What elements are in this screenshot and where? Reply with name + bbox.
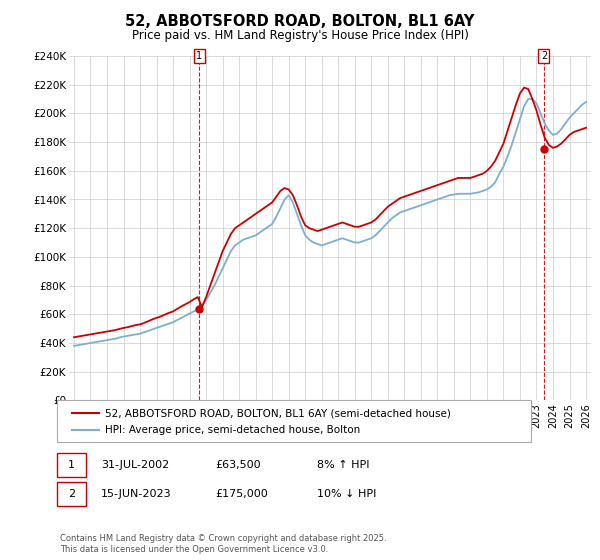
Text: 2: 2 <box>68 489 75 499</box>
Text: 52, ABBOTSFORD ROAD, BOLTON, BL1 6AY (semi-detached house): 52, ABBOTSFORD ROAD, BOLTON, BL1 6AY (se… <box>105 408 451 418</box>
Text: 15-JUN-2023: 15-JUN-2023 <box>101 489 172 499</box>
Text: 52, ABBOTSFORD ROAD, BOLTON, BL1 6AY: 52, ABBOTSFORD ROAD, BOLTON, BL1 6AY <box>125 14 475 29</box>
Text: Contains HM Land Registry data © Crown copyright and database right 2025.
This d: Contains HM Land Registry data © Crown c… <box>60 534 386 554</box>
Text: 2: 2 <box>541 51 547 61</box>
Text: 1: 1 <box>196 51 202 61</box>
Text: 1: 1 <box>68 460 75 470</box>
Text: £175,000: £175,000 <box>215 489 268 499</box>
Text: 10% ↓ HPI: 10% ↓ HPI <box>317 489 376 499</box>
Text: 31-JUL-2002: 31-JUL-2002 <box>101 460 169 470</box>
Text: Price paid vs. HM Land Registry's House Price Index (HPI): Price paid vs. HM Land Registry's House … <box>131 29 469 42</box>
Text: HPI: Average price, semi-detached house, Bolton: HPI: Average price, semi-detached house,… <box>105 425 360 435</box>
Text: 8% ↑ HPI: 8% ↑ HPI <box>317 460 370 470</box>
Text: £63,500: £63,500 <box>215 460 260 470</box>
